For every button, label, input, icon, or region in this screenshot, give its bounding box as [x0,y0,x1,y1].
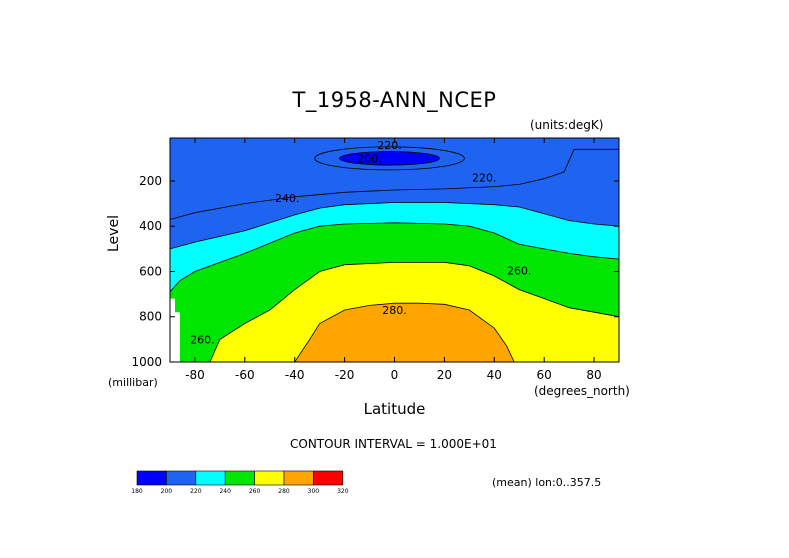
colorbar-swatch [166,470,197,486]
contour-label-3: 240. [275,192,300,205]
x-tick-label: 20 [437,368,452,382]
x-tick-label: -20 [335,368,355,382]
x-tick-label: 60 [537,368,552,382]
missing-region-0 [170,298,175,362]
contour-line-260-280 [170,262,619,362]
colorbar-label: 280 [278,488,290,495]
y-tick-label: 800 [139,310,162,324]
x-tick-label: -80 [185,368,205,382]
y-tick-label: 1000 [131,355,162,369]
mean-longitude-label: (mean) lon:0..357.5 [492,476,602,489]
colorbar-label: 200 [161,488,173,495]
missing-region-1 [174,312,180,362]
contour-label-0: 220. [377,139,402,152]
colorbar-label: 320 [337,488,349,495]
colorbar-label: 180 [131,488,143,495]
colorbar-swatch [195,470,226,486]
units-label: (units:degK) [530,118,604,132]
y-tick-label: 600 [139,264,162,278]
x-tick-label: -40 [285,368,305,382]
contour-label-1: 200. [357,152,382,165]
contour-label-6: 260. [190,333,215,346]
x-axis-label: Latitude [363,400,426,418]
colorbar-label: 300 [308,488,320,495]
colorbar-swatch [254,470,285,486]
contour-line-210 [314,146,465,171]
colorbar-label: 220 [190,488,202,495]
x-tick-label: -60 [235,368,255,382]
contour-label-4: 260. [507,264,532,277]
colorbar-swatch [283,470,314,486]
contour-line-200-220 [170,148,619,220]
y-tick-label: 200 [139,174,162,188]
y-tick-label: 400 [139,219,162,233]
contour-fill-group [170,138,619,362]
contour-label-5: 280. [382,304,407,317]
colorbar-label: 240 [219,488,231,495]
colorbar-label: 260 [249,488,261,495]
contour-interval-label: CONTOUR INTERVAL = 1.000E+01 [290,437,497,451]
contour-line-240-260 [170,222,619,293]
x-tick-label: 0 [391,368,399,382]
chart-title: T_1958-ANN_NCEP [292,88,497,112]
contour-band-280-300 [170,303,619,362]
x-axis-units: (degrees_north) [534,384,630,398]
colorbar-swatch [224,470,255,486]
contour-line-220-240 [170,202,619,250]
y-axis-units: (millibar) [108,376,158,389]
colorbar-swatch [136,470,167,486]
x-tick-label: 40 [487,368,502,382]
x-tick-label: 80 [586,368,601,382]
cold-core-contour [339,151,440,166]
colorbar-swatch [313,470,344,486]
contour-label-2: 220. [472,172,497,185]
contour-line-280-300 [170,302,619,362]
